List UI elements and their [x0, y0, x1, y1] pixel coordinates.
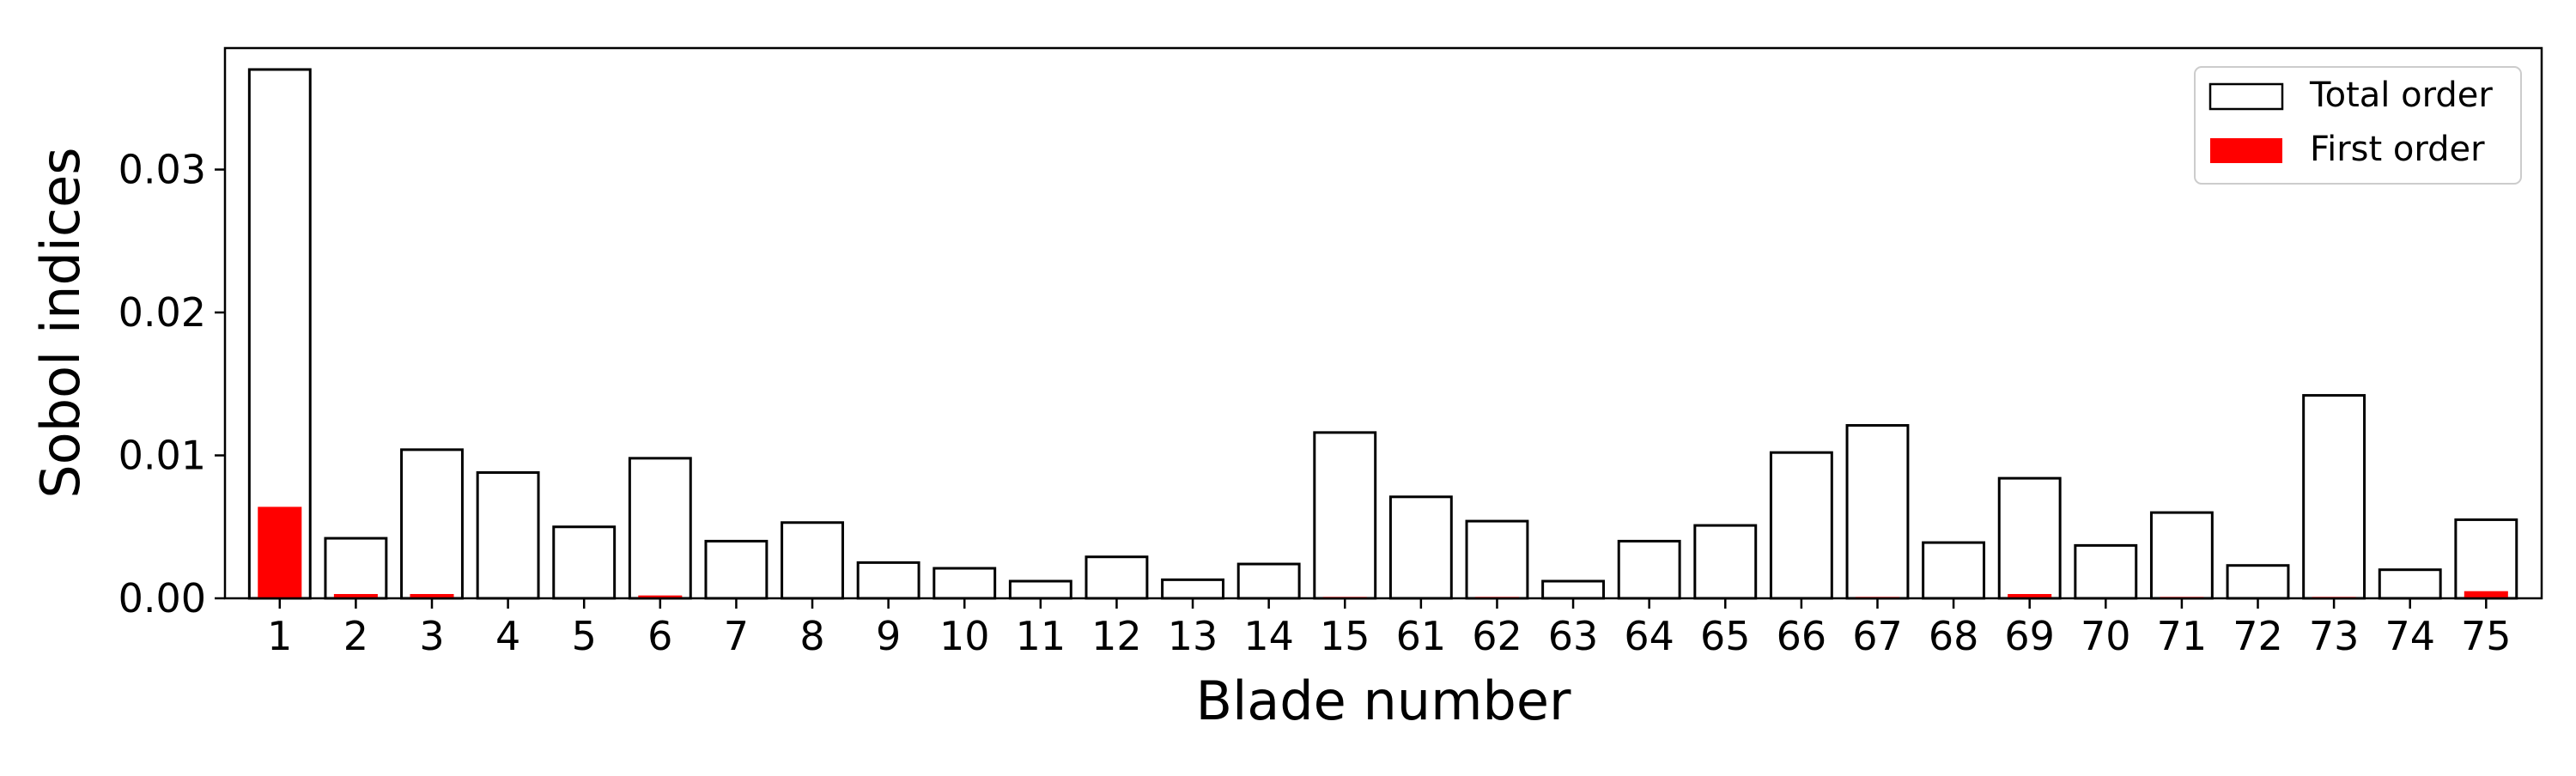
legend-label-first-order: First order	[2310, 130, 2485, 169]
bar-total-order-6	[628, 457, 692, 600]
plot-frame	[223, 46, 2543, 600]
x-tick-label-71: 71	[2157, 613, 2208, 659]
x-tick-label-2: 2	[343, 613, 368, 659]
x-tick-label-15: 15	[1320, 613, 1370, 659]
x-tick-label-64: 64	[1624, 613, 1674, 659]
bar-total-order-63	[1541, 579, 1606, 600]
bar-total-order-2	[324, 537, 388, 600]
x-tick-label-67: 67	[1852, 613, 1903, 659]
bar-total-order-61	[1388, 495, 1453, 600]
bar-total-order-9	[856, 561, 920, 600]
x-tick-label-65: 65	[1700, 613, 1751, 659]
x-tick-label-62: 62	[1472, 613, 1522, 659]
x-axis-label: Blade number	[1196, 670, 1571, 732]
bar-total-order-73	[2302, 394, 2366, 600]
x-tick-label-8: 8	[799, 613, 824, 659]
bar-total-order-64	[1617, 539, 1681, 600]
bar-total-order-8	[781, 521, 844, 600]
y-tick-label-0.03: 0.03	[118, 147, 206, 193]
x-tick-label-7: 7	[724, 613, 749, 659]
bar-total-order-66	[1769, 451, 1833, 600]
bar-total-order-71	[2149, 511, 2214, 600]
x-tick-label-63: 63	[1548, 613, 1599, 659]
bar-total-order-11	[1008, 579, 1072, 600]
bar-total-order-68	[1922, 541, 1986, 600]
x-tick-label-10: 10	[939, 613, 990, 659]
bar-total-order-10	[933, 567, 997, 600]
y-tick-label-0.02: 0.02	[118, 289, 206, 336]
x-tick-label-70: 70	[2081, 613, 2131, 659]
x-tick-label-9: 9	[876, 613, 901, 659]
bar-total-order-74	[2378, 568, 2442, 600]
bar-first-order-75	[2464, 591, 2508, 598]
bar-total-order-65	[1693, 524, 1758, 600]
bar-first-order-1	[258, 506, 302, 598]
x-tick-label-1: 1	[267, 613, 292, 659]
x-tick-label-72: 72	[2233, 613, 2283, 659]
legend-label-total-order: Total order	[2309, 76, 2493, 115]
y-axis-label: Sobol indices	[29, 147, 92, 498]
x-tick-label-13: 13	[1168, 613, 1218, 659]
legend: Total order First order	[2194, 66, 2522, 185]
x-tick-label-4: 4	[495, 613, 520, 659]
x-tick-label-68: 68	[1929, 613, 1979, 659]
bar-first-order-3	[410, 594, 454, 598]
bar-first-order-6	[638, 595, 683, 598]
bar-total-order-75	[2454, 518, 2518, 600]
y-tick-label-0.01: 0.01	[118, 433, 206, 479]
bar-total-order-4	[476, 470, 540, 600]
bar-total-order-62	[1465, 519, 1529, 600]
bar-first-order-69	[2008, 594, 2052, 598]
x-tick-label-69: 69	[2004, 613, 2055, 659]
bar-total-order-14	[1236, 562, 1301, 600]
y-tick-label-0.00: 0.00	[118, 575, 206, 621]
x-tick-label-74: 74	[2385, 613, 2435, 659]
x-tick-label-14: 14	[1243, 613, 1294, 659]
x-tick-label-73: 73	[2309, 613, 2360, 659]
x-tick-label-61: 61	[1396, 613, 1447, 659]
x-tick-label-75: 75	[2461, 613, 2512, 659]
bar-total-order-3	[400, 448, 464, 600]
axes-layer: 1 2 3 4 5 6 7 8 9 10 11 12 13 14 15 61 62 63 64 65 66 67 68 69 7…	[118, 147, 2512, 659]
bar-total-order-72	[2226, 564, 2290, 600]
bar-total-order-12	[1084, 555, 1149, 600]
x-tick-label-12: 12	[1091, 613, 1142, 659]
x-tick-label-3: 3	[419, 613, 444, 659]
bar-total-order-67	[1845, 424, 1910, 600]
bar-total-order-15	[1313, 431, 1377, 600]
bar-total-order-7	[704, 539, 769, 600]
legend-swatch-total-order	[2208, 82, 2284, 111]
x-tick-label-5: 5	[572, 613, 597, 659]
bar-total-order-5	[552, 525, 617, 600]
x-tick-label-11: 11	[1016, 613, 1066, 659]
x-tick-label-66: 66	[1777, 613, 1827, 659]
bar-total-order-70	[2074, 543, 2138, 600]
bar-first-order-2	[333, 594, 378, 598]
bar-total-order-69	[1997, 476, 2062, 600]
legend-swatch-first-order	[2210, 138, 2282, 163]
bars-layer	[247, 68, 2518, 600]
x-tick-label-6: 6	[647, 613, 672, 659]
bar-total-order-13	[1161, 578, 1224, 600]
